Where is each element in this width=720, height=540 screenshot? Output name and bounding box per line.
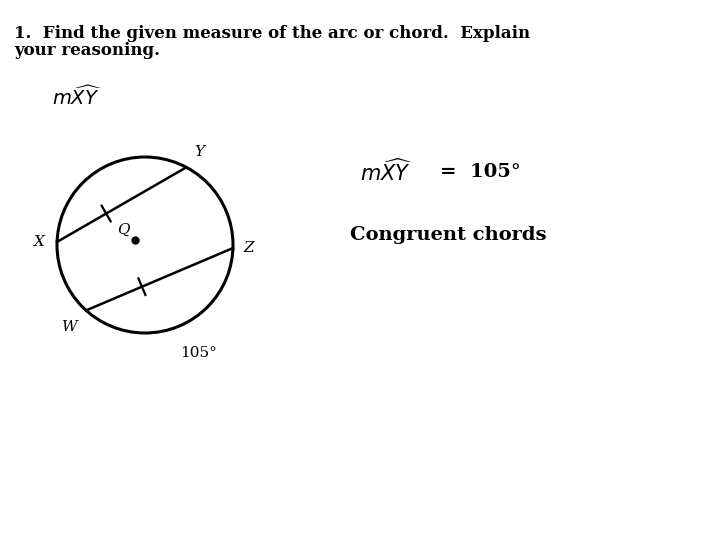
Text: your reasoning.: your reasoning. — [14, 42, 160, 59]
Text: 1.  Find the given measure of the arc or chord.  Explain: 1. Find the given measure of the arc or … — [14, 25, 530, 42]
Text: 105°: 105° — [180, 346, 217, 360]
Text: X: X — [34, 235, 45, 249]
Text: Y: Y — [194, 145, 204, 159]
Text: Q: Q — [117, 223, 130, 237]
Text: $m\widehat{XY}$: $m\widehat{XY}$ — [360, 159, 413, 185]
Text: W: W — [63, 320, 78, 334]
Text: =  105°: = 105° — [440, 163, 521, 181]
Text: Congruent chords: Congruent chords — [350, 226, 546, 244]
Text: $m\widehat{XY}$: $m\widehat{XY}$ — [52, 85, 102, 109]
Text: Z: Z — [243, 241, 253, 255]
